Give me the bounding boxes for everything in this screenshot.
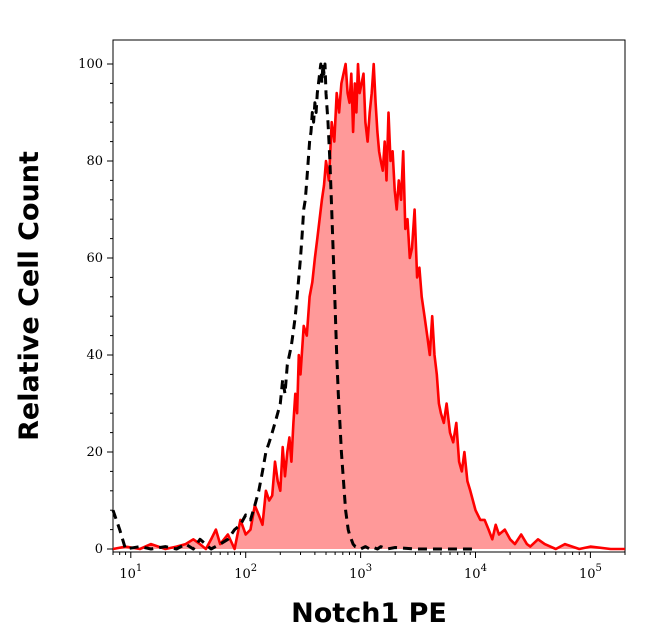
y-axis-title: Relative Cell Count: [14, 151, 45, 441]
x-tick-label-1: 102: [234, 563, 257, 582]
y-tick-label-1: 20: [86, 445, 103, 460]
series-layer: [111, 62, 625, 551]
y-tick-label-2: 40: [86, 348, 103, 363]
y-tick-label-3: 60: [86, 251, 103, 266]
x-tick-label-0: 101: [119, 563, 142, 582]
y-tick-label-0: 0: [95, 542, 103, 557]
y-tick-label-4: 80: [86, 154, 103, 169]
x-tick-label-3: 104: [464, 563, 487, 582]
x-axis-title: Notch1 PE: [291, 598, 447, 629]
x-tick-label-4: 105: [579, 563, 602, 582]
y-tick-label-5: 100: [78, 57, 103, 72]
series-0-line: [112, 62, 625, 551]
y-axis: 0 20 40 60 80 100: [78, 57, 113, 557]
x-tick-label-2: 103: [349, 563, 372, 582]
plot-frame: [112, 39, 626, 553]
x-axis: 101 102 103 104 105: [112, 552, 626, 582]
series-0-area: [113, 64, 625, 549]
